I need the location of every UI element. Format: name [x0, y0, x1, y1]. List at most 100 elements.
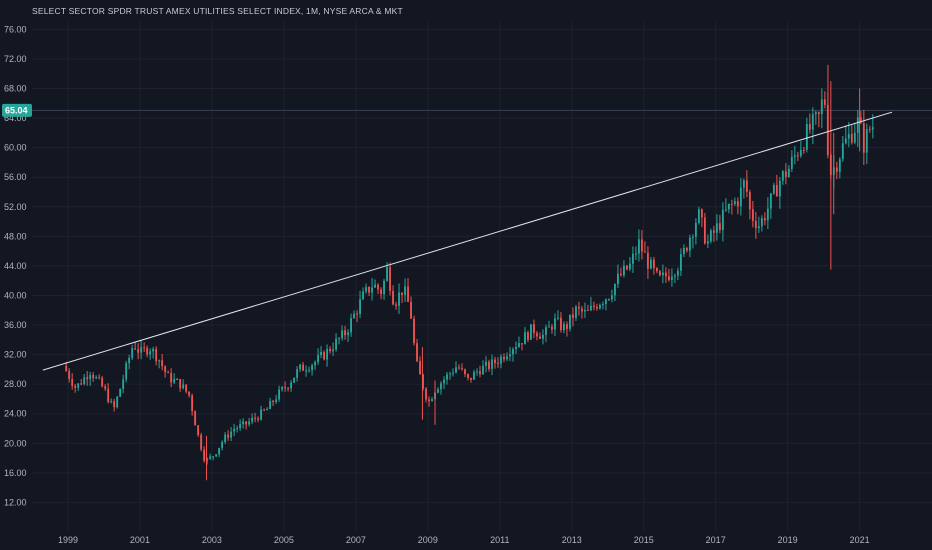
candle-body [110, 401, 113, 403]
candle-body [820, 99, 823, 115]
candle-body [284, 387, 287, 389]
candle-body [245, 421, 248, 425]
candle-body [308, 370, 311, 372]
y-tick-label: 40.00 [4, 290, 27, 300]
candle-body [664, 272, 667, 277]
candle-body [637, 239, 640, 254]
candle-body [599, 304, 601, 309]
candle-body [260, 409, 263, 420]
candle-body [209, 456, 212, 459]
candle-body [368, 286, 370, 293]
candle-body [760, 218, 763, 227]
candle-body [667, 276, 670, 281]
candle-body [266, 408, 269, 411]
candle-body [293, 377, 296, 383]
candle-body [850, 133, 853, 143]
candle-body [137, 349, 140, 353]
candle-body [500, 356, 502, 364]
candle-body [296, 369, 299, 378]
candle-body [691, 236, 694, 238]
candle-body [856, 117, 859, 133]
candle-body [194, 411, 197, 426]
candle-body [625, 265, 628, 270]
candle-body [862, 123, 865, 153]
candle-body [545, 327, 547, 335]
candle-body [305, 370, 308, 372]
candle-body [359, 299, 361, 314]
candle-body [835, 167, 838, 172]
candle-body [581, 308, 583, 312]
candle-body [92, 374, 95, 379]
last-price-label: 65.04 [5, 105, 28, 115]
candle-body [65, 365, 68, 372]
candle-body [688, 237, 691, 251]
candle-body [320, 351, 322, 356]
candle-body [212, 456, 215, 458]
x-tick-label: 2011 [490, 535, 509, 545]
candle-body [458, 367, 460, 369]
candle-body [269, 400, 272, 409]
candle-body [551, 326, 553, 330]
candle-body [757, 226, 760, 229]
candle-body [467, 373, 469, 378]
candle-body [676, 270, 679, 276]
candle-body [95, 377, 98, 379]
candle-body [410, 301, 412, 319]
candle-body [248, 421, 251, 425]
candle-body [77, 383, 80, 388]
candle-body [98, 377, 101, 379]
candle-body [652, 259, 655, 269]
candle-body [176, 379, 179, 381]
candle-body [557, 317, 559, 319]
candle-body [101, 377, 104, 387]
candle-body [173, 379, 176, 383]
candle-body [784, 171, 787, 178]
candle-body [590, 305, 592, 311]
candle-body [685, 247, 688, 251]
y-tick-label: 32.00 [4, 350, 27, 360]
candle-body [278, 389, 281, 400]
candle-body [527, 332, 529, 340]
candle-body [128, 357, 131, 364]
y-tick-label: 16.00 [4, 468, 27, 478]
candle-body [401, 292, 403, 295]
candle-body [83, 377, 86, 385]
candle-body [769, 193, 772, 209]
candle-body [131, 348, 134, 358]
candle-body [332, 349, 334, 352]
y-tick-label: 72.00 [4, 54, 27, 64]
candle-body [413, 318, 415, 344]
candle-body [143, 347, 146, 349]
x-tick-label: 1999 [58, 535, 78, 545]
candle-body [161, 360, 164, 367]
last-price-badge-bg [2, 103, 32, 117]
candle-body [518, 343, 520, 348]
candle-body [68, 371, 71, 379]
candle-body [605, 299, 607, 304]
candle-body [218, 447, 221, 455]
candle-body [122, 379, 125, 389]
y-tick-label: 76.00 [4, 24, 27, 34]
candle-body [80, 383, 83, 385]
candle-body [185, 384, 188, 392]
candle-body [119, 388, 122, 397]
candle-body [158, 360, 161, 362]
candle-body [86, 377, 89, 380]
candle-body [608, 299, 610, 301]
candle-body [386, 267, 388, 281]
candle-body [521, 343, 523, 345]
candle-body [365, 286, 367, 292]
candle-body [314, 362, 317, 366]
candle-body [584, 309, 586, 312]
candle-body [673, 275, 676, 277]
candle-body [838, 159, 841, 172]
candle-body [512, 349, 514, 355]
x-tick-label: 2003 [202, 535, 222, 545]
candle-body [134, 348, 137, 350]
candle-body [548, 326, 550, 328]
candle-body [437, 389, 439, 393]
candle-body [736, 201, 739, 207]
candle-body [539, 336, 541, 339]
